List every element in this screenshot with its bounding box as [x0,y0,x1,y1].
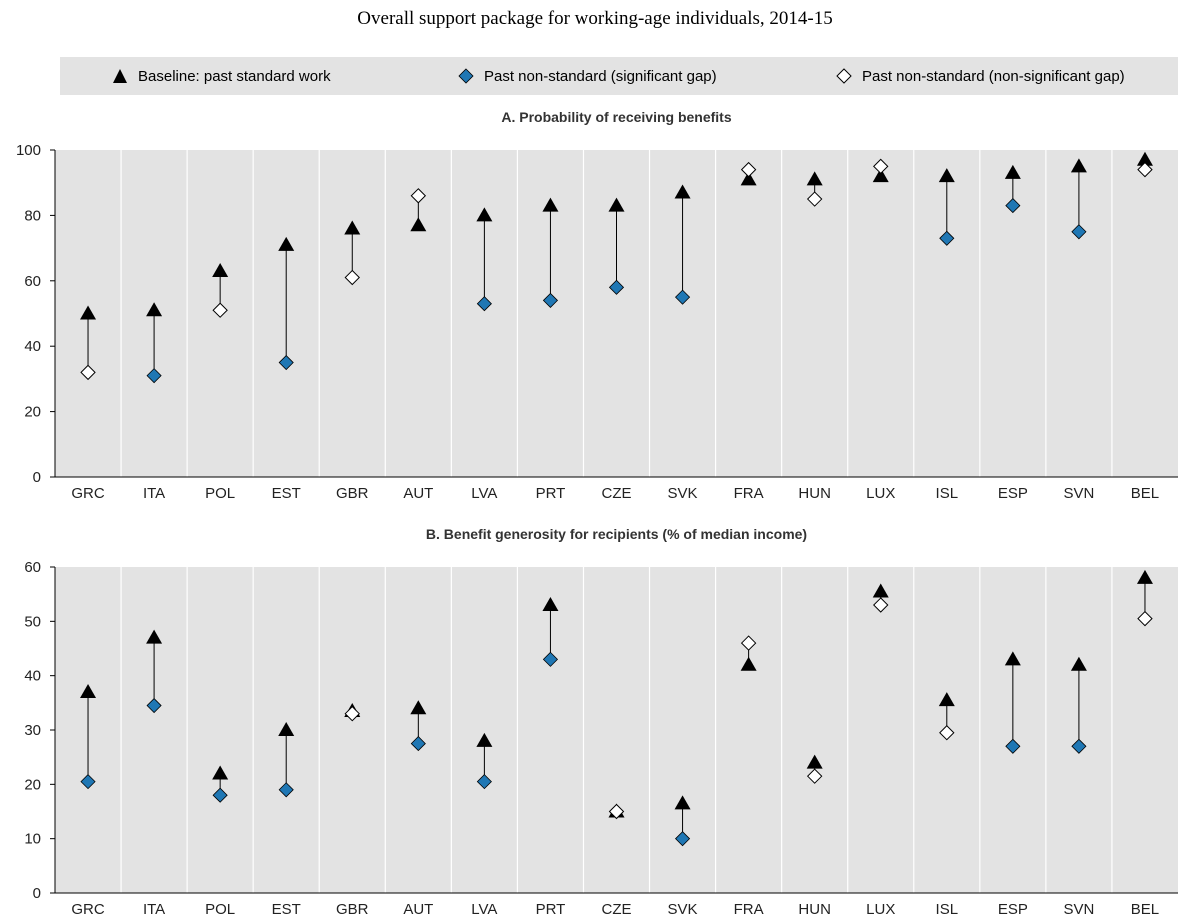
x-tick-label-b: ISL [936,901,959,918]
x-tick-label-a: HUN [798,485,831,502]
x-tick-label-b: PRT [536,901,566,918]
x-tick-label-a: ESP [998,485,1028,502]
y-tick-label-a: 40 [24,338,41,355]
y-tick-label-b: 40 [24,668,41,685]
x-tick-label-a: GRC [71,485,105,502]
x-tick-label-a: LVA [471,485,497,502]
panel-title-b: B. Benefit generosity for recipients (% … [426,526,807,542]
y-tick-label-b: 10 [24,831,41,848]
plot-area-b [55,567,1178,893]
x-tick-label-b: BEL [1131,901,1159,918]
x-tick-label-b: SVN [1063,901,1094,918]
x-tick-label-b: LVA [471,901,497,918]
x-tick-label-a: POL [205,485,235,502]
x-tick-label-b: GBR [336,901,369,918]
y-tick-label-b: 20 [24,776,41,793]
y-tick-label-a: 80 [24,207,41,224]
panel-title-a: A. Probability of receiving benefits [501,109,731,125]
y-tick-label-a: 0 [33,469,41,486]
y-tick-label-b: 0 [33,885,41,902]
x-tick-label-a: ISL [936,485,959,502]
x-tick-label-a: SVN [1063,485,1094,502]
y-tick-label-b: 50 [24,613,41,630]
y-tick-label-a: 60 [24,273,41,290]
x-tick-label-b: AUT [403,901,433,918]
y-tick-label-b: 60 [24,559,41,576]
x-tick-label-b: SVK [668,901,698,918]
x-tick-label-b: LUX [866,901,895,918]
y-tick-label-b: 30 [24,722,41,739]
x-tick-label-b: POL [205,901,235,918]
x-tick-label-a: AUT [403,485,433,502]
x-tick-label-a: BEL [1131,485,1159,502]
y-tick-label-a: 20 [24,404,41,421]
x-tick-label-b: FRA [734,901,764,918]
x-tick-label-a: SVK [668,485,698,502]
x-tick-label-a: FRA [734,485,764,502]
x-tick-label-b: ITA [143,901,165,918]
y-tick-label-a: 100 [16,142,41,159]
x-tick-label-b: GRC [71,901,105,918]
x-tick-label-a: PRT [536,485,566,502]
x-tick-label-a: EST [272,485,301,502]
x-tick-label-b: CZE [602,901,632,918]
x-tick-label-a: CZE [602,485,632,502]
x-tick-label-a: ITA [143,485,165,502]
x-tick-label-a: LUX [866,485,895,502]
x-tick-label-b: HUN [798,901,831,918]
x-tick-label-b: ESP [998,901,1028,918]
x-tick-label-a: GBR [336,485,369,502]
x-tick-label-b: EST [272,901,301,918]
